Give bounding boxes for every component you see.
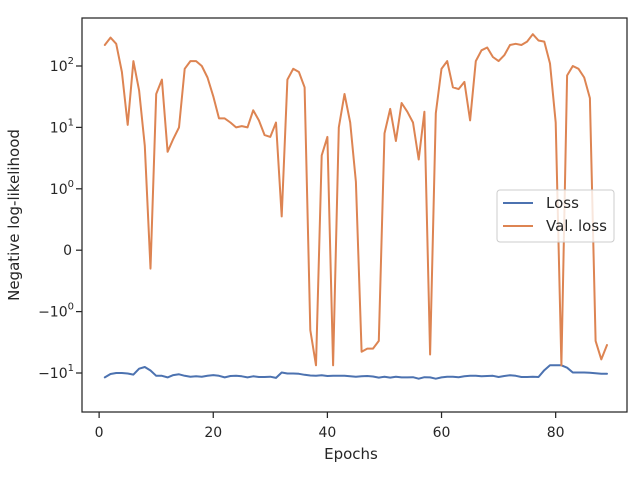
y-axis-label: Negative log-likelihood [5,129,23,301]
y-tick-label: 101 [50,117,74,136]
y-axis: 102 101 100 0 −100 −101 [38,56,82,382]
x-tick-label: 60 [433,425,451,441]
y-tick-label: −101 [38,363,74,382]
series-lines [103,33,608,380]
x-tick-label: 20 [204,425,222,441]
legend: Loss Val. loss [496,189,615,243]
y-tick-label: 0 [63,243,72,259]
x-axis-label: Epochs [324,445,378,463]
plot-frame [81,17,628,413]
y-tick-label: 100 [50,179,74,198]
legend-label-val-loss: Val. loss [546,217,607,235]
x-tick-label: 40 [318,425,336,441]
y-tick-label: 102 [50,56,74,75]
x-tick-label: 80 [547,425,565,441]
series-line-val-loss [103,33,608,367]
x-tick-label: 0 [95,425,104,441]
y-tick-label: −100 [38,302,74,321]
x-axis: 0 20 40 60 80 [95,412,565,441]
series-line-loss [103,364,608,380]
legend-label-loss: Loss [546,194,579,212]
